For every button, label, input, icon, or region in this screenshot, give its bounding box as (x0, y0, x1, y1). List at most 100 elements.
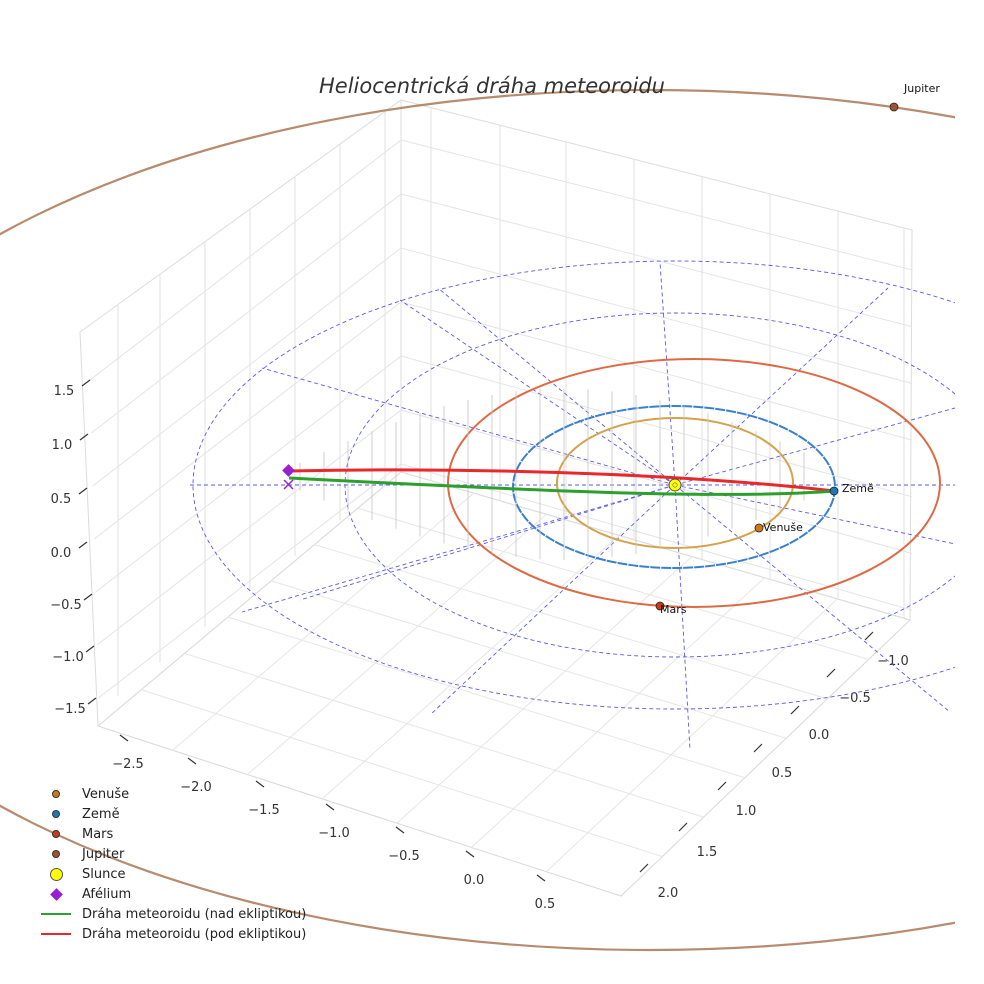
legend-item: Dráha meteoroidu (nad ekliptikou) (36, 904, 306, 924)
legend-label: Dráha meteoroidu (pod ekliptikou) (82, 926, 307, 942)
x-tick-mark (465, 850, 475, 858)
guide-spoke (429, 484, 676, 716)
legend-item: Venuše (36, 784, 306, 804)
grid-line (400, 193, 913, 328)
legend-swatch (52, 810, 60, 818)
body-marker-země (829, 486, 839, 496)
legend-swatch (41, 933, 71, 935)
legend-item: Afélium (36, 884, 306, 904)
z-tick-label: −1.5 (54, 702, 86, 717)
z-tick-mark (79, 433, 89, 441)
y-tick-mark (717, 781, 727, 791)
z-tick-mark (78, 541, 88, 549)
x-tick-label: −1.5 (248, 803, 280, 818)
legend-item: Jupiter (36, 844, 306, 864)
legend-symbol (36, 867, 76, 881)
grid-line (184, 652, 704, 818)
y-tick-mark (790, 705, 800, 715)
legend-item: Země (36, 804, 306, 824)
x-tick-mark (536, 874, 546, 882)
guide-spoke (241, 484, 676, 613)
grid-line (321, 535, 620, 800)
legend-symbol (36, 913, 76, 915)
body-markers: Venuše Země Mars Jupiter (282, 82, 940, 616)
legend-symbol (36, 850, 76, 858)
legend-swatch (52, 830, 60, 838)
guide-spoke (399, 299, 676, 486)
legend-swatch (52, 850, 60, 858)
legend-label: Mars (82, 826, 114, 842)
grid-line (96, 409, 402, 646)
guide-spoke (674, 287, 889, 486)
y-tick-mark (678, 822, 688, 832)
body-label: Venuše (763, 521, 803, 534)
meteoroid-path-above (288, 476, 835, 496)
legend-item: Dráha meteoroidu (pod ekliptikou) (36, 924, 306, 944)
grid-line (396, 556, 693, 824)
legend-symbol (36, 790, 76, 798)
guide-spoke (261, 367, 676, 486)
aphelion-marker (282, 464, 295, 477)
guide-spoke (674, 484, 951, 713)
grid-line (172, 492, 475, 751)
legend-label: Afélium (82, 886, 132, 902)
grid-line (357, 507, 869, 660)
legend-swatch (49, 867, 63, 881)
back-wall (400, 99, 913, 621)
y-tick-label: 0.5 (772, 766, 793, 781)
y-tick-mark (639, 863, 649, 873)
guide-spoke (659, 261, 676, 486)
y-tick-label: −0.5 (839, 691, 871, 706)
x-tick-label: −1.0 (318, 826, 350, 841)
body-label: Mars (660, 603, 687, 616)
legend-symbol (36, 887, 76, 901)
z-tick-label: 1.0 (52, 438, 73, 453)
grid-line (91, 193, 402, 434)
legend-label: Jupiter (82, 846, 125, 862)
z-tick-mark (78, 487, 88, 495)
legend-label: Dráha meteoroidu (nad ekliptikou) (82, 906, 307, 922)
y-tick-label: −1.0 (877, 654, 909, 669)
legend-swatch (49, 887, 63, 901)
x-tick-label: −2.5 (112, 757, 144, 772)
y-tick-label: 1.5 (697, 845, 718, 860)
grid-line (400, 355, 913, 498)
y-tick-label: 1.0 (736, 804, 757, 819)
grid-line (247, 513, 547, 775)
z-tick-label: −0.5 (50, 598, 82, 613)
sun-marker (668, 478, 682, 492)
grid-line (227, 616, 746, 779)
legend-symbol (36, 810, 76, 818)
orbit-venuse (556, 417, 794, 549)
legend-item: Mars (36, 824, 306, 844)
body-label: Jupiter (903, 82, 940, 95)
grid-line (95, 355, 402, 593)
y-tick-mark (753, 743, 763, 753)
legend: Venuše Země Mars Jupiter Slunce Afélium Dráha … (36, 784, 306, 944)
guide-spoke (674, 407, 955, 486)
body-marker-venuše (754, 523, 764, 533)
aphelion-projection (283, 479, 294, 490)
body-label: Země (842, 482, 874, 495)
x-tick-mark (187, 757, 197, 765)
y-tick-mark (864, 631, 874, 641)
orbit-mars (447, 358, 941, 608)
grid-line (314, 544, 828, 700)
meteoroid-path (288, 468, 835, 496)
y-tick-mark (826, 668, 836, 678)
grid-line (471, 577, 765, 848)
grid-line (400, 409, 913, 554)
z-tick-label: −1.0 (52, 650, 84, 665)
x-tick-mark (255, 780, 265, 788)
legend-swatch (41, 913, 71, 915)
x-tick-mark (325, 803, 335, 811)
body-marker-mars (655, 601, 665, 611)
legend-swatch (52, 790, 60, 798)
grid-line (400, 301, 913, 441)
x-tick-mark (395, 826, 405, 834)
z-tick-label: 0.0 (51, 546, 72, 561)
grid-line (93, 301, 402, 540)
sun-core (672, 482, 678, 488)
legend-symbol (36, 933, 76, 935)
grid-line (89, 139, 402, 381)
